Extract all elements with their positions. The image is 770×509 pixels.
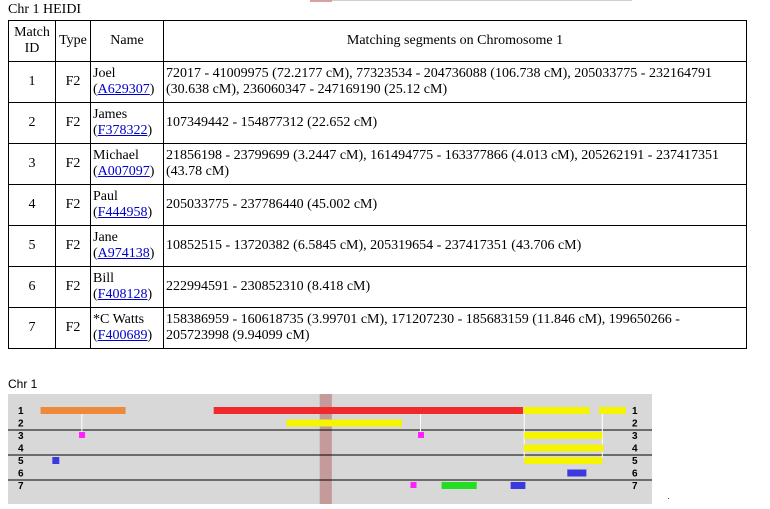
segment-bar bbox=[599, 407, 626, 414]
row-number-left: 1 bbox=[18, 406, 24, 417]
match-name: *C Watts bbox=[93, 312, 145, 327]
matches-table: Match ID Type Name Matching segments on … bbox=[8, 20, 747, 349]
row-number-right: 2 bbox=[632, 419, 638, 430]
match-id-cell: 6 bbox=[8, 266, 56, 308]
segments-cell: 10852515 - 13720382 (6.5845 cM), 2053196… bbox=[163, 225, 747, 267]
match-id-cell: 3 bbox=[8, 143, 56, 185]
kit-link[interactable]: A629307 bbox=[97, 82, 150, 97]
type-cell: F2 bbox=[55, 266, 91, 308]
name-cell: Jane (A974138) bbox=[90, 225, 164, 267]
name-cell: *C Watts (F400689) bbox=[90, 307, 164, 349]
segment-bar bbox=[524, 457, 603, 464]
match-id-cell: 4 bbox=[8, 184, 56, 226]
segments-cell: 158386959 - 160618735 (3.99701 cM), 1712… bbox=[163, 307, 747, 349]
segment-bar bbox=[410, 482, 417, 488]
segments-cell: 205033775 - 237786440 (45.002 cM) bbox=[163, 184, 747, 226]
type-cell: F2 bbox=[55, 61, 91, 103]
segment-bar bbox=[40, 407, 126, 414]
kit-link[interactable]: F408128 bbox=[97, 287, 148, 302]
row-number-right: 7 bbox=[632, 481, 638, 492]
table-row: 6 F2 Bill (F408128) 222994591 - 230852310 (8… bbox=[8, 266, 747, 308]
table-row: 4 F2 Paul (F444958) 205033775 - 237786440 (4… bbox=[8, 184, 747, 226]
kit-link[interactable]: A974138 bbox=[97, 246, 150, 261]
kit-link[interactable]: F378322 bbox=[97, 123, 148, 138]
header-name: Name bbox=[90, 20, 164, 62]
kit-link[interactable]: A007097 bbox=[97, 164, 150, 179]
segments-cell: 107349442 - 154877312 (22.652 cM) bbox=[163, 102, 747, 144]
table-row: 1 F2 Joel (A629307) 72017 - 41009975 (72.217… bbox=[8, 61, 747, 103]
table-caption: Chr 1 HEIDI bbox=[8, 2, 82, 17]
row-number-right: 6 bbox=[632, 469, 638, 480]
segment-bar bbox=[418, 432, 425, 438]
match-name: Jane bbox=[93, 230, 118, 245]
segment-bar bbox=[524, 432, 603, 439]
row-number-left: 3 bbox=[18, 431, 24, 442]
row-number-right: 4 bbox=[632, 444, 638, 455]
segment-bar bbox=[523, 407, 590, 414]
name-cell: Paul (F444958) bbox=[90, 184, 164, 226]
type-cell: F2 bbox=[55, 184, 91, 226]
row-number-left: 4 bbox=[18, 444, 24, 455]
segment-bar bbox=[523, 444, 604, 452]
row-number-left: 2 bbox=[18, 419, 24, 430]
table-row: 3 F2 Michael (A007097) 21856198 - 23799699 (… bbox=[8, 143, 747, 185]
segments-cell: 222994591 - 230852310 (8.418 cM) bbox=[163, 266, 747, 308]
match-name: James bbox=[93, 107, 128, 122]
match-name: Paul bbox=[93, 189, 118, 204]
segment-bar bbox=[79, 432, 86, 438]
table-row: 2 F2 James (F378322) 107349442 - 154877312 (… bbox=[8, 102, 747, 144]
chromosome-browser-svg: 1 12 23 34 45 56 67 7 bbox=[8, 394, 652, 504]
segment-bar bbox=[441, 482, 477, 489]
header-segments: Matching segments on Chromosome 1 bbox=[163, 20, 747, 62]
type-cell: F2 bbox=[55, 143, 91, 185]
kit-link[interactable]: F400689 bbox=[97, 328, 148, 343]
name-cell: James (F378322) bbox=[90, 102, 164, 144]
table-row: 7 F2 *C Watts (F400689) 158386959 - 16061873… bbox=[8, 307, 747, 349]
match-id-cell: 2 bbox=[8, 102, 56, 144]
segment-bar bbox=[567, 469, 587, 477]
segments-cell: 21856198 - 23799699 (3.2447 cM), 1614947… bbox=[163, 143, 747, 185]
type-cell: F2 bbox=[55, 307, 91, 349]
table-row: 5 F2 Jane (A974138) 10852515 - 13720382 (6.5… bbox=[8, 225, 747, 267]
row-number-left: 6 bbox=[18, 469, 24, 480]
type-cell: F2 bbox=[55, 225, 91, 267]
segment-bar bbox=[510, 482, 526, 489]
name-cell: Joel (A629307) bbox=[90, 61, 164, 103]
match-name: Michael bbox=[93, 148, 139, 163]
match-id-cell: 7 bbox=[8, 307, 56, 349]
top-edge-line bbox=[332, 0, 632, 1]
table-body: 1 F2 Joel (A629307) 72017 - 41009975 (72.217… bbox=[8, 61, 747, 349]
name-cell: Bill (F408128) bbox=[90, 266, 164, 308]
header-match-id: Match ID bbox=[8, 20, 56, 62]
header-type: Type bbox=[55, 20, 91, 62]
row-number-right: 1 bbox=[632, 406, 638, 417]
segment-bar bbox=[213, 407, 523, 414]
name-cell: Michael (A007097) bbox=[90, 143, 164, 185]
corner-dot bbox=[668, 498, 669, 499]
match-id-cell: 5 bbox=[8, 225, 56, 267]
match-name: Bill bbox=[93, 271, 115, 286]
segments-cell: 72017 - 41009975 (72.2177 cM), 77323534 … bbox=[163, 61, 747, 103]
row-number-right: 5 bbox=[632, 456, 638, 467]
match-name: Joel bbox=[93, 66, 116, 81]
row-number-left: 7 bbox=[18, 481, 24, 492]
top-edge-mark bbox=[310, 0, 332, 2]
segment-bar bbox=[286, 419, 402, 427]
chromosome-browser-label: Chr 1 bbox=[8, 377, 38, 391]
match-id-cell: 1 bbox=[8, 61, 56, 103]
row-number-right: 3 bbox=[632, 431, 638, 442]
table-header-row: Match ID Type Name Matching segments on … bbox=[8, 20, 747, 62]
row-number-left: 5 bbox=[18, 456, 24, 467]
segment-bar bbox=[52, 457, 60, 464]
type-cell: F2 bbox=[55, 102, 91, 144]
kit-link[interactable]: F444958 bbox=[97, 205, 148, 220]
